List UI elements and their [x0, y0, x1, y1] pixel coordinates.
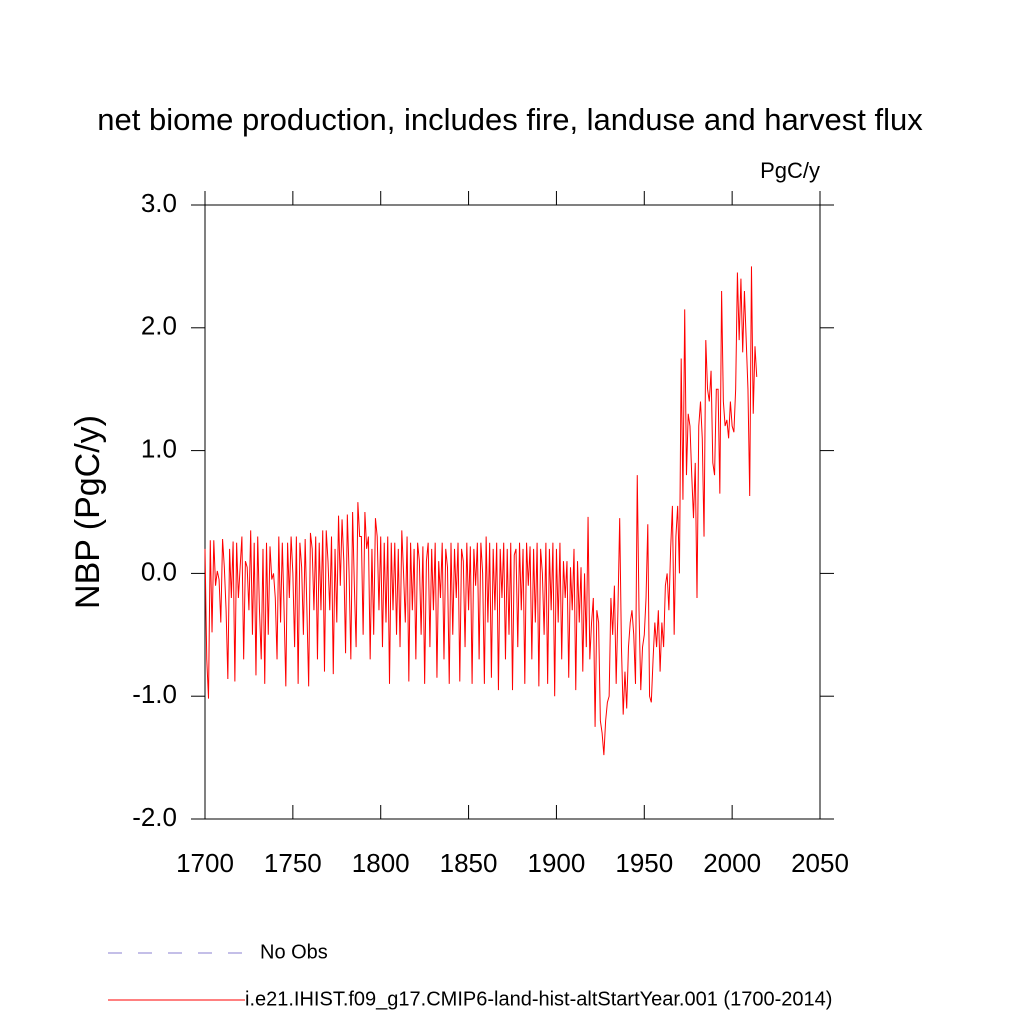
x-tick-label: 1700: [176, 848, 234, 878]
chart-title: net biome production, includes fire, lan…: [97, 102, 923, 137]
data-line: [204, 266, 758, 756]
legend-label: i.e21.IHIST.f09_g17.CMIP6-land-hist-altS…: [245, 988, 832, 1010]
x-tick-label: 1800: [352, 848, 410, 878]
y-tick-label: 3.0: [141, 188, 177, 218]
legend-label: No Obs: [260, 941, 328, 963]
y-tick-label: -1.0: [132, 679, 177, 709]
y-tick-label: 0.0: [141, 556, 177, 586]
y-tick-label: -2.0: [132, 802, 177, 832]
x-tick-label: 1900: [528, 848, 586, 878]
plot-frame: [204, 204, 821, 820]
y-tick-label: 1.0: [141, 433, 177, 463]
y-axis-label: NBP (PgC/y): [69, 415, 107, 609]
x-tick-label: 2050: [791, 848, 849, 878]
units-label: PgC/y: [760, 158, 820, 183]
y-tick-label: 2.0: [141, 311, 177, 341]
x-tick-label: 1850: [440, 848, 498, 878]
x-tick-label: 1750: [264, 848, 322, 878]
x-tick-label: 1950: [615, 848, 673, 878]
x-tick-label: 2000: [703, 848, 761, 878]
